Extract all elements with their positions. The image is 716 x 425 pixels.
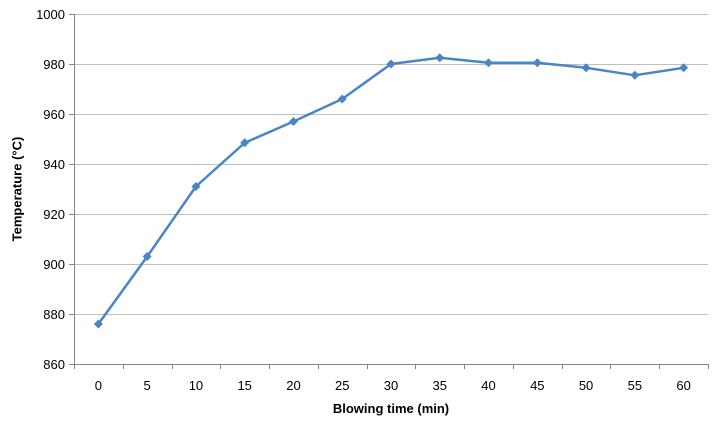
y-axis-title: Temperature (°C) [9,137,24,242]
series-line [97,56,684,325]
x-tick-label: 60 [676,378,690,393]
x-tick-label: 0 [95,378,102,393]
y-tick-label: 920 [43,207,65,222]
x-tick-label: 35 [433,378,447,393]
x-tick-label: 45 [530,378,544,393]
data-point [93,319,103,329]
data-point [679,63,689,73]
x-tick-label: 5 [144,378,151,393]
y-tick-label: 880 [43,307,65,322]
data-point [532,58,542,68]
data-point [142,252,152,261]
y-tick-label: 980 [43,57,65,72]
data-point [288,117,298,126]
x-tick-label: 15 [237,378,251,393]
x-tick-label: 20 [286,378,300,393]
x-axis-title: Blowing time (min) [333,401,449,416]
data-point [240,138,250,148]
data-point [484,58,494,68]
x-tick-labels: 0 5 10 15 20 25 30 35 40 45 50 55 60 [95,378,691,393]
axes [69,14,709,369]
y-tick-labels: 860 880 900 920 940 960 980 1000 [36,7,65,372]
data-point [630,70,640,80]
y-tick-label: 860 [43,357,65,372]
x-tick-label: 25 [335,378,349,393]
data-point [435,53,445,63]
y-tick-label: 940 [43,157,65,172]
data-point [581,63,591,73]
y-tick-label: 900 [43,257,65,272]
x-tick-label: 40 [481,378,495,393]
y-tick-label: 1000 [36,7,65,22]
x-tick-label: 10 [189,378,203,393]
data-point [386,59,396,69]
series [93,53,689,329]
x-tick-label: 50 [579,378,593,393]
x-tick-label: 55 [628,378,642,393]
x-tick-label: 30 [384,378,398,393]
data-point [337,94,347,104]
y-tick-label: 960 [43,107,65,122]
data-point [191,182,201,191]
